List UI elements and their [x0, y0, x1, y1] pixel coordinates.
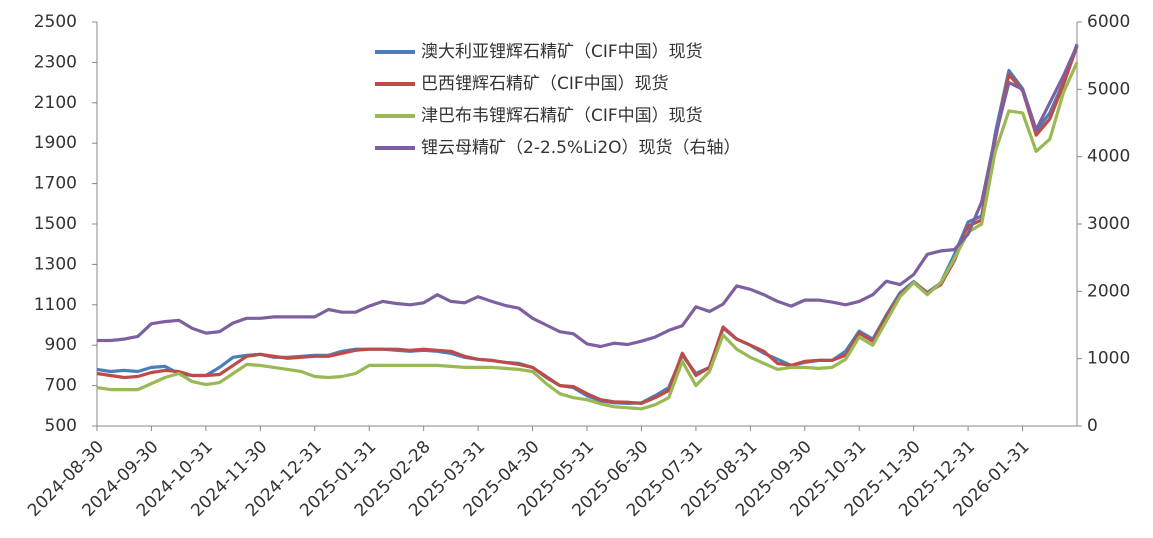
- y-tick-label: 1700: [34, 174, 77, 194]
- y-tick-label: 700: [45, 376, 77, 396]
- y2-tick-label: 3000: [1087, 214, 1130, 234]
- y2-tick-label: 4000: [1087, 147, 1130, 167]
- legend-label: 澳大利亚锂辉石精矿（CIF中国）现货: [421, 42, 703, 62]
- y-tick-label: 1500: [34, 214, 77, 234]
- y-tick-label: 2300: [34, 52, 77, 72]
- series-line: [97, 44, 1079, 349]
- y2-tick-label: 0: [1087, 416, 1098, 436]
- y2-tick-label: 1000: [1087, 349, 1130, 369]
- legend-label: 巴西锂辉石精矿（CIF中国）现货: [421, 74, 669, 94]
- y-tick-label: 900: [45, 335, 77, 355]
- y-tick-label: 2100: [34, 93, 77, 113]
- y2-tick-label: 5000: [1087, 79, 1130, 99]
- y-tick-label: 2500: [34, 12, 77, 32]
- y-tick-label: 1100: [34, 295, 77, 315]
- series-line: [96, 43, 1079, 405]
- y-tick-label: 1300: [34, 254, 77, 274]
- series-line: [96, 45, 1079, 405]
- legend-label: 锂云母精矿（2-2.5%Li2O）现货（右轴）: [421, 138, 741, 158]
- y-tick-label: 500: [45, 416, 77, 436]
- y2-tick-label: 6000: [1087, 12, 1130, 32]
- series-line: [96, 61, 1079, 411]
- legend-label: 津巴布韦锂辉石精矿（CIF中国）现货: [421, 106, 703, 126]
- y-tick-label: 1900: [34, 133, 77, 153]
- y2-tick-label: 2000: [1087, 281, 1130, 301]
